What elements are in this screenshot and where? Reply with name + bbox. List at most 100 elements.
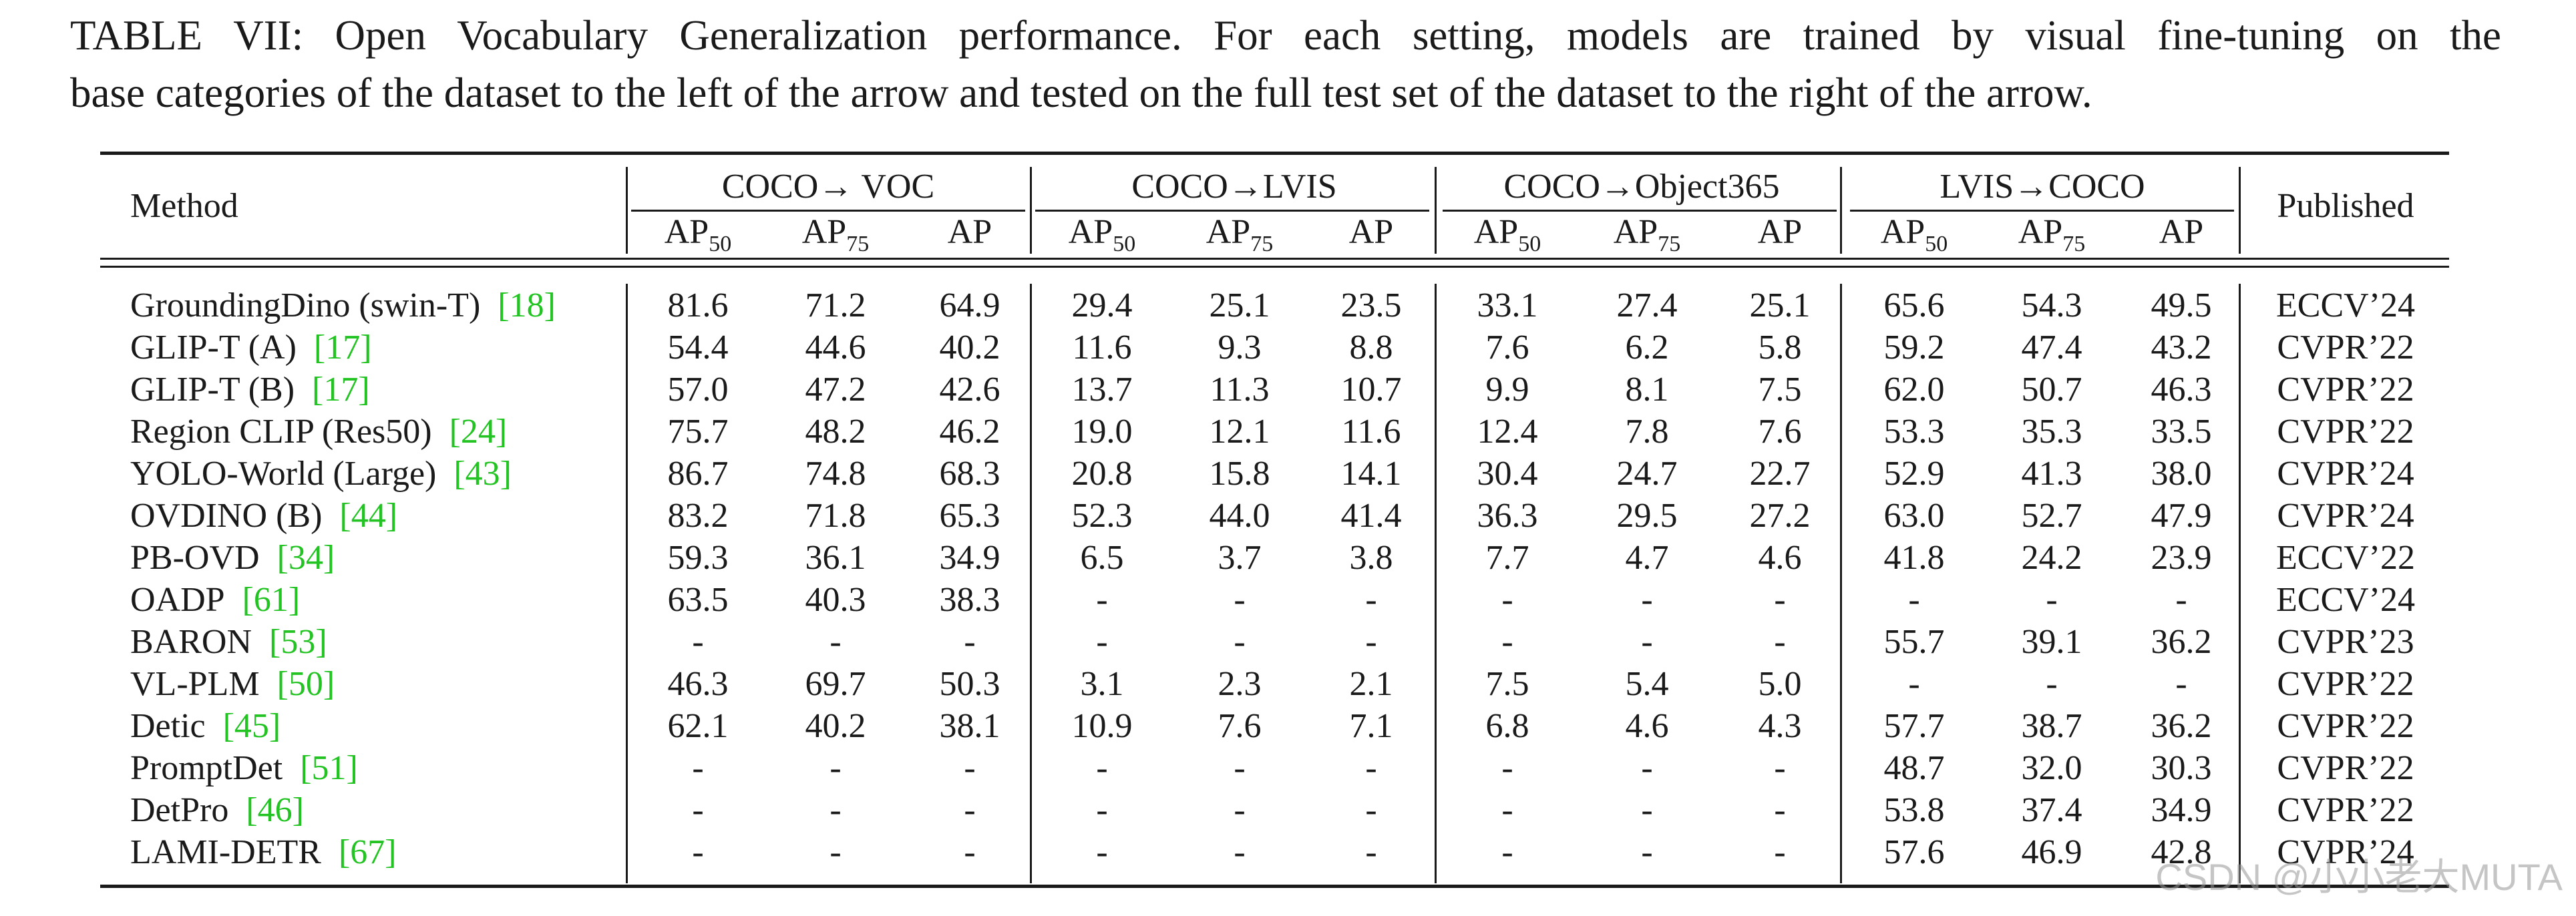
citation-link[interactable]: [45] xyxy=(222,707,281,745)
method-name: PromptDet [51] xyxy=(130,748,611,788)
table-cell: - xyxy=(1096,749,1108,787)
table-cell: 48.2 xyxy=(805,413,866,451)
table-cell: 40.3 xyxy=(805,581,866,619)
watermark: CSDN @小小老大MUTA xyxy=(2155,856,2563,898)
table-cell: - xyxy=(1096,623,1108,661)
table-cell: 23.9 xyxy=(2151,539,2212,577)
table-cell: - xyxy=(964,791,976,829)
table-cell: 44.0 xyxy=(1209,497,1270,535)
table-cell: 36.2 xyxy=(2151,707,2212,745)
table-cell: 57.7 xyxy=(1883,707,1945,745)
table-cell: 62.1 xyxy=(667,707,729,745)
table-cell: 63.0 xyxy=(1883,497,1945,535)
method-label: GLIP-T (A) xyxy=(130,328,297,367)
method-name: Region CLIP (Res50) [24] xyxy=(130,412,611,452)
table-cell: 12.1 xyxy=(1209,413,1270,451)
metric-name: AP xyxy=(1880,213,1925,251)
table-cell: 41.8 xyxy=(1883,539,1945,577)
metric-name: AP xyxy=(947,213,992,251)
citation-link[interactable]: [34] xyxy=(277,539,335,577)
table-cell: - xyxy=(1774,749,1786,787)
table-cell: 32.0 xyxy=(2021,749,2082,787)
metric-header: AP50 xyxy=(1447,212,1568,256)
table-cell: 11.6 xyxy=(1072,328,1132,367)
table-cell: 65.3 xyxy=(939,497,1000,535)
table-cell: 2.1 xyxy=(1349,665,1393,703)
table-cell: 64.9 xyxy=(939,286,1000,324)
table-cell: - xyxy=(1096,581,1108,619)
method-name: YOLO-World (Large) [43] xyxy=(130,454,611,494)
table-cell: - xyxy=(1096,791,1108,829)
group-header: COCO→ VOC xyxy=(721,168,935,206)
table-cell: - xyxy=(692,833,704,871)
table-cell: - xyxy=(1641,623,1653,661)
metric-header: AP xyxy=(1311,212,1431,252)
column-separator-2 xyxy=(1030,167,1032,254)
table-cell: - xyxy=(1365,833,1377,871)
table-cell: 38.3 xyxy=(939,581,1000,619)
table-cell: 4.7 xyxy=(1625,539,1669,577)
metric-header: AP50 xyxy=(638,212,758,256)
citation-link[interactable]: [61] xyxy=(242,581,301,619)
metric-name: AP xyxy=(1206,213,1251,251)
published-venue: ECCV’22 xyxy=(2276,539,2415,577)
group-underline-1 xyxy=(631,210,1025,212)
table-cell: 27.4 xyxy=(1616,286,1678,324)
table-cell: - xyxy=(2046,581,2058,619)
table-cell: - xyxy=(1501,791,1513,829)
method-label: OADP xyxy=(130,581,225,619)
table-cell: - xyxy=(830,833,842,871)
table-cell: - xyxy=(1365,623,1377,661)
table-cell: 47.4 xyxy=(2021,328,2082,367)
metric-subscript: 75 xyxy=(2062,232,2086,256)
citation-link[interactable]: [18] xyxy=(498,286,556,324)
table-cell: 27.2 xyxy=(1749,497,1811,535)
table-cell: - xyxy=(1234,749,1246,787)
table-cell: 11.6 xyxy=(1341,413,1401,451)
column-separator-body-3 xyxy=(1435,284,1437,883)
table-cell: 83.2 xyxy=(667,497,729,535)
table-cell: 7.6 xyxy=(1758,413,1802,451)
table-cell: - xyxy=(692,623,704,661)
table-cell: 57.6 xyxy=(1883,833,1945,871)
metric-name: AP xyxy=(664,213,709,251)
published-venue: CVPR’22 xyxy=(2277,371,2414,409)
citation-link[interactable]: [43] xyxy=(453,455,512,493)
citation-link[interactable]: [46] xyxy=(246,791,304,829)
table-cell: - xyxy=(1774,623,1786,661)
table-cell: - xyxy=(1365,581,1377,619)
method-name: VL-PLM [50] xyxy=(130,664,611,704)
citation-link[interactable]: [50] xyxy=(277,665,335,703)
table-cell: 40.2 xyxy=(805,707,866,745)
table-cell: - xyxy=(1501,581,1513,619)
table-cell: 29.4 xyxy=(1071,286,1133,324)
citation-link[interactable]: [53] xyxy=(269,623,327,661)
column-separator-5 xyxy=(2239,167,2241,254)
citation-link[interactable]: [17] xyxy=(312,371,370,409)
table-cell: 50.3 xyxy=(939,665,1000,703)
citation-link[interactable]: [24] xyxy=(449,413,508,451)
table-cell: 9.3 xyxy=(1218,328,1262,367)
citation-link[interactable]: [67] xyxy=(338,833,397,871)
table-cell: 54.4 xyxy=(667,328,729,367)
published-venue: ECCV’24 xyxy=(2276,286,2415,324)
table-cell: 46.2 xyxy=(939,413,1000,451)
published-venue: CVPR’22 xyxy=(2277,791,2414,829)
citation-link[interactable]: [44] xyxy=(339,497,398,535)
table-cell: - xyxy=(1234,833,1246,871)
method-label: PromptDet xyxy=(130,749,283,787)
published-venue: CVPR’22 xyxy=(2277,707,2414,745)
table-cell: - xyxy=(964,623,976,661)
metric-subscript: 75 xyxy=(1250,232,1274,256)
metric-header: AP75 xyxy=(1179,212,1300,256)
citation-link[interactable]: [51] xyxy=(300,749,358,787)
table-cell: - xyxy=(1501,623,1513,661)
table-cell: 62.0 xyxy=(1883,371,1945,409)
table-cell: 46.9 xyxy=(2021,833,2082,871)
table-cell: 4.3 xyxy=(1758,707,1802,745)
table-cell: 4.6 xyxy=(1625,707,1669,745)
citation-link[interactable]: [17] xyxy=(313,328,372,367)
table-cell: 3.8 xyxy=(1349,539,1393,577)
table-cell: - xyxy=(830,749,842,787)
method-label: OVDINO (B) xyxy=(130,497,323,535)
